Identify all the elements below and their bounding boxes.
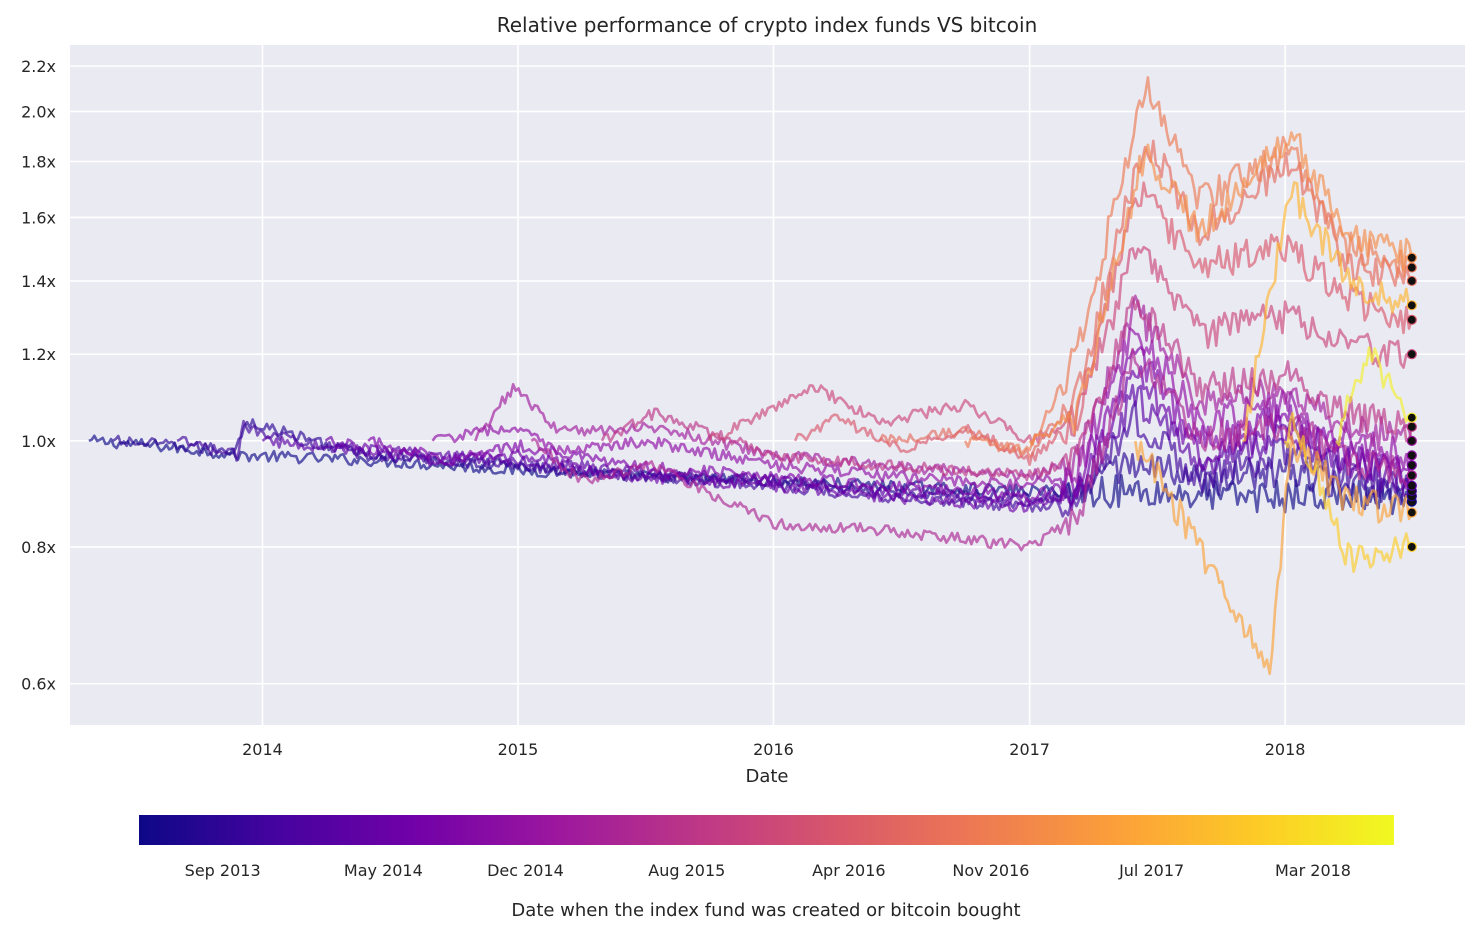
x-tick-label: 2016 bbox=[753, 740, 794, 759]
series-line bbox=[1242, 181, 1412, 443]
y-tick-label: 2.0x bbox=[21, 102, 56, 121]
series-line bbox=[964, 76, 1414, 456]
x-tick-label: 2018 bbox=[1265, 740, 1306, 759]
series-line bbox=[1283, 411, 1413, 574]
y-tick-label: 1.4x bbox=[21, 272, 56, 291]
series-end-marker bbox=[1406, 252, 1417, 263]
end-markers bbox=[1406, 252, 1417, 553]
colorbar-label: Date when the index fund was created or … bbox=[511, 900, 1020, 921]
y-tick-label: 1.2x bbox=[21, 345, 56, 364]
x-tick-label: 2015 bbox=[498, 740, 539, 759]
colorbar bbox=[139, 815, 1394, 845]
series-end-marker bbox=[1406, 300, 1417, 311]
series-line bbox=[600, 296, 1414, 482]
colorbar-tick-label: Dec 2014 bbox=[487, 861, 564, 880]
grid-lines bbox=[70, 45, 1465, 725]
series-lines bbox=[88, 76, 1414, 676]
colorbar-tick-label: Nov 2016 bbox=[952, 861, 1029, 880]
series-line bbox=[324, 365, 1413, 513]
series-end-marker bbox=[1406, 480, 1417, 491]
series-line bbox=[1335, 346, 1413, 447]
series-end-marker bbox=[1406, 314, 1417, 325]
series-end-marker bbox=[1406, 507, 1417, 518]
x-axis-ticks: 2014 2015 2016 2017 2018 bbox=[242, 740, 1305, 759]
series-line bbox=[707, 245, 1413, 446]
x-tick-label: 2014 bbox=[242, 740, 283, 759]
series-end-marker bbox=[1406, 450, 1417, 461]
plot-area bbox=[70, 45, 1465, 725]
series-end-marker bbox=[1406, 435, 1417, 446]
series-line bbox=[1134, 435, 1413, 676]
series-line bbox=[793, 181, 1414, 467]
series-end-marker bbox=[1406, 460, 1417, 471]
series-line bbox=[530, 347, 1414, 552]
colorbar-tick-label: Apr 2016 bbox=[812, 861, 885, 880]
series-end-marker bbox=[1406, 412, 1417, 423]
y-tick-label: 2.2x bbox=[21, 57, 56, 76]
series-end-marker bbox=[1406, 421, 1417, 432]
y-tick-label: 1.0x bbox=[21, 432, 56, 451]
colorbar-tick-label: Aug 2015 bbox=[648, 861, 725, 880]
series-end-marker bbox=[1406, 541, 1417, 553]
colorbar-tick-label: May 2014 bbox=[344, 861, 423, 880]
colorbar-ticks: Sep 2013 May 2014 Dec 2014 Aug 2015 Apr 2016… bbox=[185, 861, 1351, 880]
series-end-marker bbox=[1406, 262, 1417, 273]
x-tick-label: 2017 bbox=[1009, 740, 1050, 759]
y-tick-label: 0.8x bbox=[21, 538, 56, 557]
series-end-marker bbox=[1406, 275, 1417, 287]
series-end-marker bbox=[1406, 349, 1417, 360]
x-axis-label: Date bbox=[745, 766, 788, 787]
colorbar-tick-label: Mar 2018 bbox=[1275, 861, 1351, 880]
y-tick-label: 1.8x bbox=[21, 153, 56, 172]
series-line bbox=[1028, 131, 1414, 446]
y-tick-label: 1.6x bbox=[21, 208, 56, 227]
chart-title: Relative performance of crypto index fun… bbox=[497, 13, 1038, 37]
y-tick-label: 0.6x bbox=[21, 675, 56, 694]
y-axis-ticks: 0.6x 0.8x 1.0x 1.2x 1.4x 1.6x 1.8x 2.0x 2.2x bbox=[21, 57, 56, 694]
series-end-marker bbox=[1406, 470, 1417, 481]
colorbar-tick-label: Jul 2017 bbox=[1118, 861, 1184, 880]
colorbar-tick-label: Sep 2013 bbox=[185, 861, 261, 880]
